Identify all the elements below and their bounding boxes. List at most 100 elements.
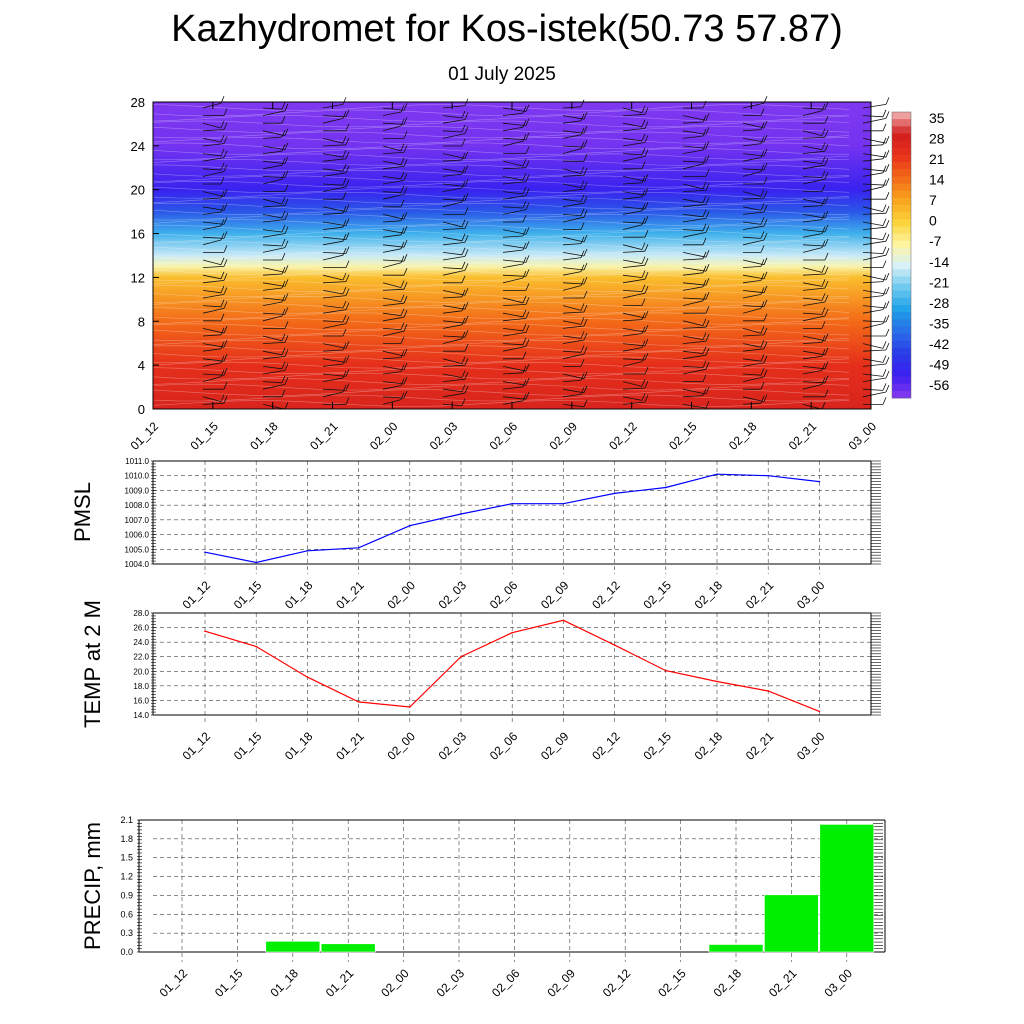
wind-barb-flag — [763, 204, 768, 213]
wind-barb-flag — [580, 264, 585, 272]
wind-barb — [562, 257, 582, 261]
wind-barb — [742, 373, 762, 376]
wind-barb — [682, 258, 704, 261]
wind-barb — [742, 362, 765, 367]
wind-barb — [562, 267, 585, 271]
wind-barb — [622, 244, 643, 250]
wind-barb-flag — [284, 170, 289, 178]
wind-barb-flag — [223, 273, 228, 281]
data-point — [306, 549, 309, 552]
wind-barb-flag — [525, 174, 530, 182]
wind-barb — [682, 214, 704, 218]
wind-barb — [562, 130, 585, 134]
wind-barb-flag — [882, 179, 887, 187]
wind-barb — [262, 160, 286, 164]
wind-barb — [562, 236, 585, 243]
wind-barb — [442, 187, 463, 192]
wind-barb — [262, 384, 286, 390]
wind-barb — [322, 377, 344, 382]
wind-barb — [862, 138, 887, 144]
wind-barb-flag — [220, 257, 225, 265]
colorbar-cell — [892, 283, 911, 292]
contour-line — [152, 147, 850, 155]
wind-barb — [262, 150, 283, 154]
colorbar-cell — [892, 176, 911, 184]
wind-barb-flag — [281, 375, 286, 383]
data-point — [306, 676, 309, 678]
wind-barb — [562, 188, 585, 192]
wind-barb — [382, 180, 405, 185]
colorbar-cell — [892, 212, 911, 220]
wind-barb — [802, 350, 826, 356]
wind-barb-flag — [702, 346, 707, 354]
wind-barb — [202, 290, 222, 294]
colorbar-cell — [892, 362, 911, 370]
wind-barb — [562, 183, 582, 188]
wind-barb — [562, 339, 585, 344]
colorbar-cell — [892, 204, 911, 213]
wind-barb — [322, 309, 347, 314]
wind-barb-flag — [342, 286, 347, 295]
wind-barb-flag — [760, 326, 765, 334]
wind-barb — [502, 297, 524, 304]
wind-barb — [682, 340, 707, 344]
wind-barb — [682, 404, 707, 409]
x-tick-label: 01_12 — [128, 419, 162, 453]
wind-barb-flag — [763, 148, 768, 157]
wind-barb-flag — [580, 278, 585, 286]
wind-barb — [802, 297, 823, 301]
wind-barb — [622, 343, 646, 347]
wind-barb — [502, 372, 524, 375]
contour-line — [152, 317, 850, 325]
wind-barb — [502, 126, 524, 132]
heatmap-panel: 0 4 8 12 16 20 24 28 01_12 01_15 01_18 01_21 02_00 02… — [128, 95, 890, 453]
wind-barb — [802, 150, 826, 154]
wind-barb-flag — [281, 130, 286, 138]
x-tick-label: 02_15 — [666, 419, 700, 453]
wind-barb — [262, 366, 283, 370]
wind-barb — [382, 122, 405, 125]
contour-line — [152, 241, 850, 248]
wind-barb — [382, 214, 405, 220]
wind-barb — [502, 346, 527, 352]
data-point — [204, 551, 206, 554]
wind-barb — [682, 121, 704, 124]
wind-barb — [622, 381, 643, 387]
wind-barb — [202, 358, 225, 362]
wind-barb-flag — [281, 238, 286, 247]
wind-barb — [862, 309, 884, 314]
wind-barb — [202, 348, 222, 352]
wind-barb — [622, 107, 643, 114]
contour-line — [152, 263, 850, 270]
contour-line — [152, 137, 850, 144]
contour-line — [152, 345, 850, 353]
wind-barb — [322, 153, 344, 158]
wind-barb — [202, 396, 222, 402]
wind-barb — [622, 156, 646, 162]
wind-barb-flag — [882, 151, 887, 159]
wind-barb — [442, 305, 466, 310]
wind-barb — [802, 381, 826, 384]
wind-barb — [502, 318, 527, 322]
wind-barb — [262, 315, 283, 322]
wind-barb — [802, 136, 826, 139]
wind-barb — [262, 244, 283, 247]
wind-barb — [322, 240, 344, 246]
wind-barb-flag — [583, 290, 588, 299]
wind-barb-flag — [345, 397, 350, 405]
colorbar-label: -56 — [929, 377, 949, 393]
wind-barb — [802, 178, 826, 185]
wind-barb — [622, 128, 646, 132]
wind-barb — [682, 183, 704, 190]
wind-barb — [682, 160, 707, 163]
wind-barb-flag — [821, 156, 826, 164]
wind-barb-flag — [403, 362, 408, 371]
wind-barb — [382, 328, 402, 330]
wind-barb — [202, 225, 222, 230]
wind-barb — [202, 294, 225, 299]
y-tick-label: 0 — [138, 402, 145, 417]
wind-barb-flag — [821, 349, 826, 357]
wind-barb — [622, 250, 646, 253]
wind-barb — [622, 122, 643, 128]
colorbar-frame — [891, 111, 912, 399]
